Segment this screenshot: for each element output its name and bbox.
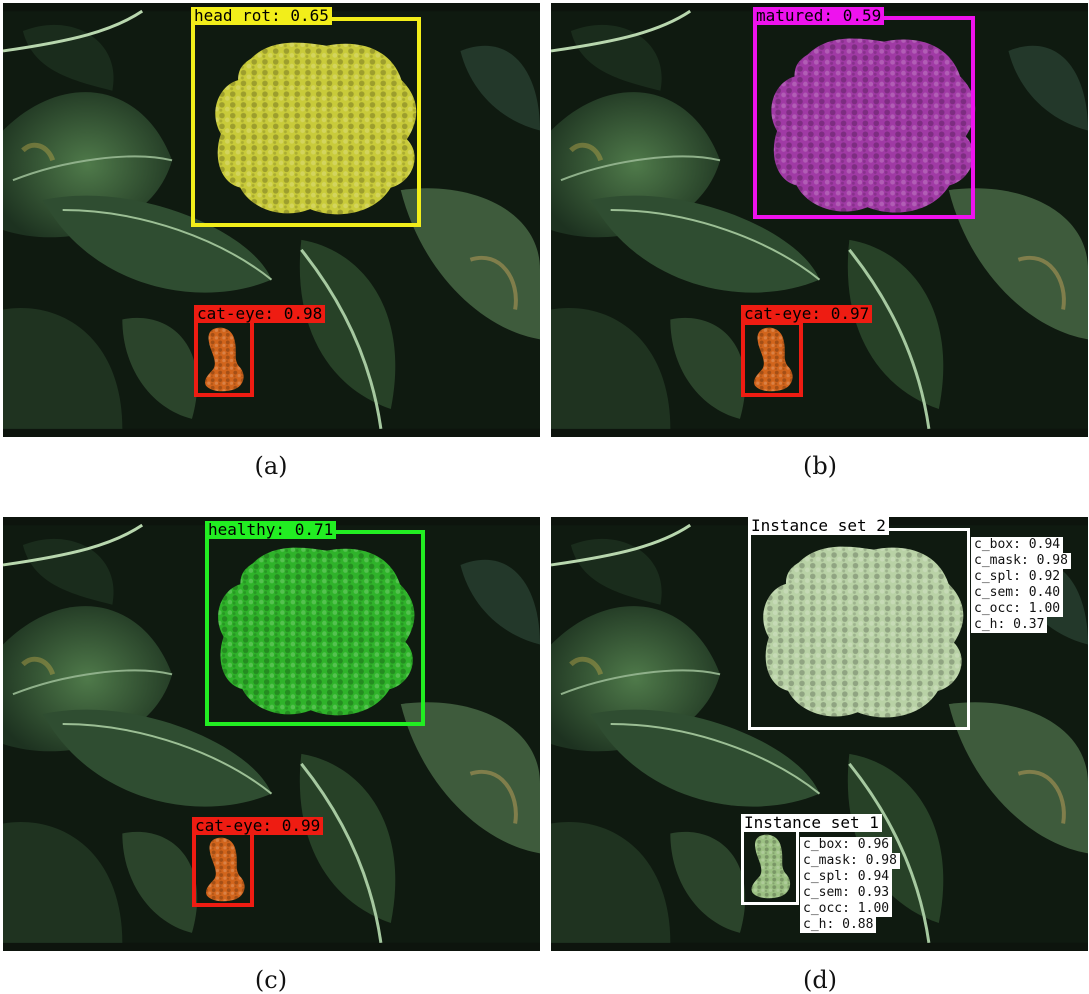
metric-c-occ: c_occ: 1.00 [800, 901, 893, 917]
metric-c-box: c_box: 0.96 [800, 837, 893, 853]
caption-b: (b) [802, 452, 838, 480]
metric-c-sem: c_sem: 0.40 [971, 585, 1064, 601]
metric-c-h: c_h: 0.88 [800, 917, 877, 933]
metric-c-h: c_h: 0.37 [971, 617, 1048, 633]
detection-box-head [205, 530, 425, 726]
detection-box-cat-eye [194, 319, 254, 397]
caption-c: (c) [254, 966, 288, 994]
detection-box-head [753, 16, 975, 219]
instance-label-1: Instance set 1 [741, 814, 882, 832]
detection-box-head [191, 17, 421, 227]
caption-a: (a) [254, 452, 288, 480]
instance-metrics-2: c_box: 0.94 c_mask: 0.98 c_spl: 0.92 c_s… [971, 537, 1071, 633]
detection-box-cat-eye [192, 831, 254, 907]
detection-label-head: healthy: 0.71 [205, 521, 337, 539]
instance-box-2 [748, 528, 970, 730]
metric-c-mask: c_mask: 0.98 [800, 853, 900, 869]
metric-c-mask: c_mask: 0.98 [971, 553, 1071, 569]
panel-d-image: Instance set 2 c_box: 0.94 c_mask: 0.98 … [551, 517, 1088, 951]
instance-label-2: Instance set 2 [748, 517, 889, 535]
metric-c-spl: c_spl: 0.94 [800, 869, 893, 885]
detection-label-head: matured: 0.59 [753, 7, 885, 25]
detection-label-cat-eye: cat-eye: 0.99 [192, 817, 324, 835]
panel-b-image: matured: 0.59 cat-eye: 0.97 [551, 3, 1088, 437]
metric-c-box: c_box: 0.94 [971, 537, 1064, 553]
panel-a-image: head rot: 0.65 cat-eye: 0.98 [3, 3, 540, 437]
instance-box-1 [741, 828, 799, 905]
instance-metrics-1: c_box: 0.96 c_mask: 0.98 c_spl: 0.94 c_s… [800, 837, 900, 933]
detection-label-cat-eye: cat-eye: 0.97 [741, 305, 873, 323]
metric-c-sem: c_sem: 0.93 [800, 885, 893, 901]
metric-c-occ: c_occ: 1.00 [971, 601, 1064, 617]
caption-d: (d) [802, 966, 838, 994]
panel-c-image: healthy: 0.71 cat-eye: 0.99 [3, 517, 540, 951]
detection-label-head: head rot: 0.65 [191, 7, 332, 25]
detection-box-cat-eye [741, 321, 803, 397]
metric-c-spl: c_spl: 0.92 [971, 569, 1064, 585]
detection-label-cat-eye: cat-eye: 0.98 [194, 305, 326, 323]
